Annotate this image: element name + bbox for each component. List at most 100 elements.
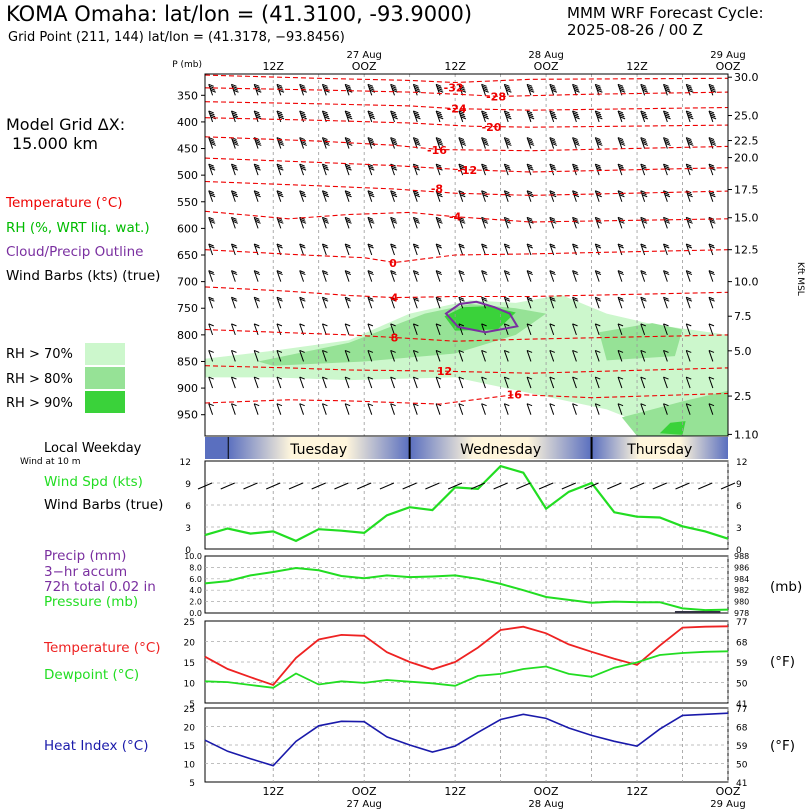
wind-barb-staff bbox=[276, 403, 282, 415]
wind-barb-flag bbox=[322, 350, 328, 353]
wind-barb bbox=[663, 296, 670, 309]
wind-barb-flag bbox=[686, 243, 692, 247]
wind-barb-flag bbox=[686, 403, 692, 407]
wind-barb-flag bbox=[572, 296, 578, 300]
heat-tick-left: 25 bbox=[184, 705, 195, 715]
wind-barb-staff bbox=[685, 163, 691, 176]
wind-barb-flag bbox=[346, 220, 352, 224]
wind-barb-flag bbox=[526, 83, 533, 87]
bottom-date-label: 27 Aug bbox=[346, 799, 381, 810]
wind-barb-staff bbox=[549, 217, 555, 229]
wind-barb-staff bbox=[253, 217, 259, 229]
wind-barb-staff bbox=[503, 297, 509, 309]
wind-barb-flag bbox=[414, 167, 420, 171]
surface-wind-barb bbox=[538, 482, 554, 490]
wind-barb-staff bbox=[594, 270, 600, 282]
wind-barb-flag bbox=[367, 110, 374, 114]
wind-barb-flag bbox=[504, 376, 510, 380]
wind-barb-flag bbox=[572, 243, 578, 247]
isotherm-line bbox=[204, 392, 729, 405]
wind-barb-flag bbox=[641, 194, 648, 198]
wind-barb-flag bbox=[642, 143, 649, 146]
wind-barb-flag bbox=[664, 139, 670, 142]
wind-barb-flag bbox=[254, 376, 260, 380]
wind-barb-flag bbox=[255, 141, 261, 144]
wind-barb bbox=[435, 216, 443, 229]
wind-barb bbox=[435, 296, 442, 309]
wind-barb-flag bbox=[641, 245, 647, 249]
wind-barb-flag bbox=[345, 192, 352, 196]
wind-barb-flag bbox=[527, 85, 533, 89]
wind-barb bbox=[549, 110, 558, 123]
wind-barb-flag bbox=[367, 350, 374, 353]
wind-barb-staff bbox=[344, 84, 350, 96]
wind-barb-flag bbox=[481, 403, 487, 407]
wind-barb-flag bbox=[460, 220, 466, 224]
wind-barb-flag bbox=[686, 323, 692, 327]
wind-barb-staff bbox=[412, 297, 418, 309]
wind-barb-flag bbox=[482, 245, 488, 249]
wind-barb-flag bbox=[413, 243, 419, 247]
wind-barb-staff bbox=[276, 110, 282, 123]
wind-barb-flag bbox=[233, 143, 239, 146]
wind-barb-flag bbox=[617, 270, 624, 274]
height-axis-label: Kft MSL bbox=[795, 262, 805, 296]
wind-barb-flag bbox=[551, 114, 557, 118]
heat-unit-f: (°F) bbox=[770, 738, 796, 754]
wind-barb-staff bbox=[390, 323, 395, 336]
wind-barb bbox=[617, 376, 624, 389]
wind-barb-flag bbox=[300, 272, 306, 276]
wind-barb-staff bbox=[594, 163, 600, 176]
wind-barb bbox=[435, 137, 444, 149]
wind-barb-flag bbox=[254, 190, 260, 194]
wind-barb-flag bbox=[276, 83, 283, 87]
wind-barb-flag bbox=[597, 143, 603, 146]
wind-barb-flag bbox=[708, 323, 715, 327]
wind-barb-staff bbox=[230, 376, 236, 389]
wind-barb-flag bbox=[687, 87, 693, 91]
wind-barb-flag bbox=[254, 139, 261, 142]
wind-barb-flag bbox=[504, 139, 511, 142]
wind-barb bbox=[503, 296, 511, 309]
surface-wind-barb bbox=[425, 482, 440, 490]
wind-barb-flag bbox=[527, 245, 533, 249]
wind-barb-staff bbox=[435, 217, 441, 229]
wind-barb bbox=[412, 350, 419, 362]
wind-barb-flag bbox=[231, 218, 238, 222]
wind-barb-flag bbox=[688, 143, 694, 146]
wind-barb-flag bbox=[640, 110, 646, 114]
wind-barb-staff bbox=[435, 270, 441, 282]
wind-barb-staff bbox=[230, 190, 236, 202]
wind-barb-flag bbox=[709, 165, 715, 169]
wind-barb bbox=[435, 350, 442, 362]
wind-barb-flag bbox=[233, 89, 239, 93]
wind-barb-flag bbox=[391, 165, 397, 169]
wind-barb bbox=[549, 403, 556, 415]
weekday-band-lead bbox=[205, 437, 228, 459]
wind-barb-flag bbox=[413, 216, 419, 220]
wind-barb-flag bbox=[596, 220, 602, 224]
wind-barb-staff bbox=[617, 137, 623, 149]
pressure-tick: 984 bbox=[734, 575, 749, 584]
wind-barb-flag bbox=[617, 350, 624, 353]
wind-barb-flag bbox=[596, 167, 602, 171]
wind-barb-flag bbox=[640, 296, 646, 300]
isotherm-line bbox=[204, 136, 729, 152]
wind-barb-flag bbox=[231, 83, 237, 87]
wind-barb-staff bbox=[253, 190, 259, 202]
wind-barb-staff bbox=[344, 297, 350, 309]
wind-barb bbox=[344, 190, 352, 202]
cloud-outline bbox=[444, 300, 519, 334]
wind-barb-flag bbox=[640, 137, 646, 140]
wind-barb-flag bbox=[663, 137, 669, 140]
wind-barb bbox=[549, 270, 556, 282]
wind-barb-staff bbox=[503, 243, 509, 256]
wind-barb-flag bbox=[346, 87, 352, 91]
wind-barb-staff bbox=[458, 350, 464, 362]
wind-barb bbox=[708, 376, 715, 389]
wind-barb-flag bbox=[368, 298, 374, 302]
wind-barb bbox=[526, 376, 533, 389]
wind-barb-flag bbox=[504, 216, 510, 220]
wind-barb-flag bbox=[209, 218, 215, 222]
